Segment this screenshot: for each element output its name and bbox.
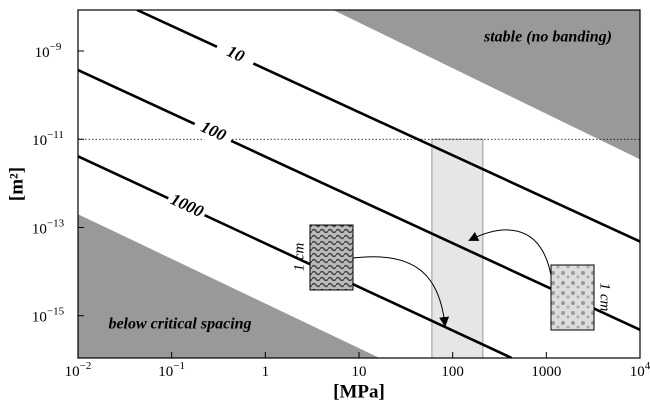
tick-exponent: −13 (47, 217, 65, 229)
y-tick-label: 10−9 (35, 41, 62, 62)
x-tick-label: 100 (441, 364, 464, 380)
tick-exponent: −11 (47, 129, 64, 141)
contour-line (78, 68, 640, 331)
tick-exponent: −2 (80, 360, 92, 372)
arrow (468, 229, 552, 276)
tick-base: 1 (262, 364, 270, 380)
tick-base: 10 (158, 364, 173, 380)
tick-exponent: −1 (173, 360, 185, 372)
label-bg (164, 189, 209, 225)
tick-base: 10 (630, 364, 645, 380)
tick-exponent: 4 (645, 360, 650, 372)
x-tick-label: 1 (262, 364, 270, 380)
region-label: below critical spacing (108, 316, 251, 333)
sample-image (309, 224, 354, 291)
x-tick-label: 10 (352, 364, 367, 380)
region-label: stable (no banding) (483, 29, 612, 46)
tick-base: 10 (32, 222, 47, 238)
overlay: stable (no banding) below critical spacin… (32, 29, 650, 381)
x-tick-label: 104 (630, 360, 650, 381)
line-label: 10 (224, 42, 248, 67)
x-tick-label: 10−2 (65, 360, 92, 381)
y-axis-label: [m²] (6, 167, 27, 201)
tick-base: 10 (65, 364, 80, 380)
scale-label: 1 cm (291, 242, 307, 271)
tick-base: 10 (352, 364, 367, 380)
tick-base: 10 (32, 310, 47, 326)
label-bg (190, 114, 236, 150)
y-tick-label: 10−15 (32, 305, 65, 326)
tick-base: 10 (35, 45, 50, 61)
y-tick-label: 10−11 (32, 129, 64, 150)
x-tick-label: 1000 (531, 364, 561, 380)
tick-base: 1000 (531, 364, 561, 380)
tick-base: 100 (441, 364, 464, 380)
y-tick-label: 10−13 (32, 217, 65, 238)
x-tick-label: 10−1 (158, 360, 185, 381)
sample-image (550, 264, 595, 331)
label-bg (212, 37, 258, 73)
tick-exponent: −15 (47, 305, 65, 317)
region (78, 214, 380, 358)
tick-base: 10 (32, 134, 47, 150)
frame (77, 9, 641, 359)
region (333, 10, 640, 160)
arrow (352, 256, 450, 327)
tick-exponent: −9 (50, 41, 62, 53)
scale-label: 1 cm (597, 283, 613, 312)
x-axis-label: [MPa] (333, 381, 385, 402)
